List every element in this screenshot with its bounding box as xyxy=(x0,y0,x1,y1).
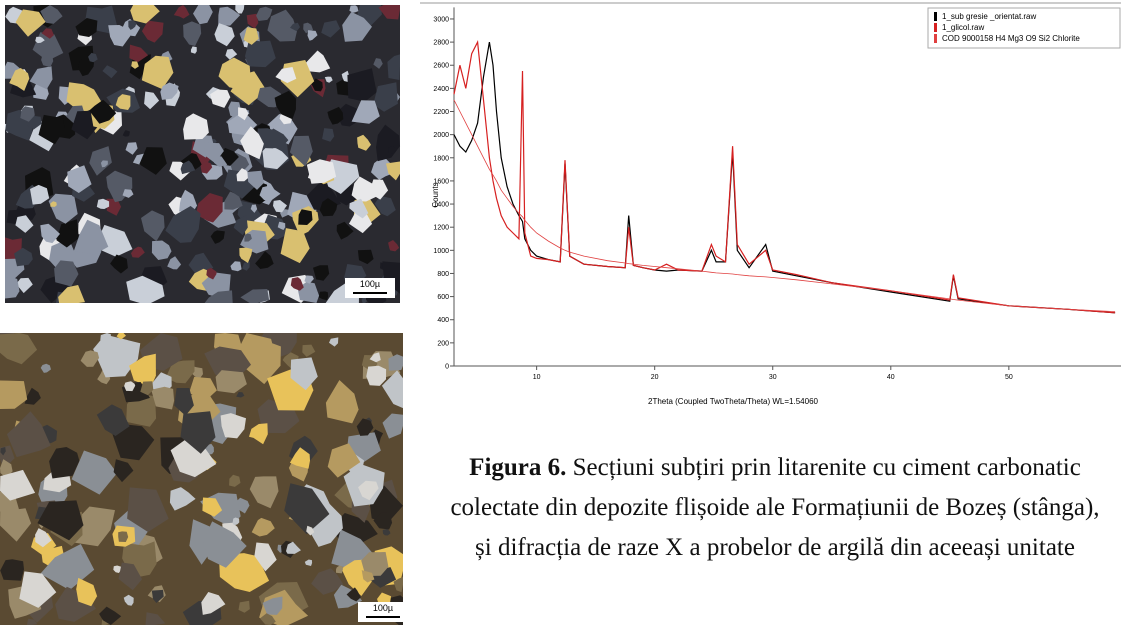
y-tick-label: 1400 xyxy=(433,202,449,209)
y-tick-label: 1000 xyxy=(433,248,449,255)
x-tick-label: 50 xyxy=(1005,374,1013,381)
legend-label: 1_sub gresie _orientat.raw xyxy=(942,12,1037,21)
y-tick-label: 2200 xyxy=(433,109,449,116)
legend-swatch xyxy=(934,34,937,43)
micrograph: 100µ xyxy=(0,333,408,625)
y-tick-label: 3000 xyxy=(433,16,449,23)
y-tick-label: 800 xyxy=(437,271,449,278)
x-tick-label: 30 xyxy=(769,374,777,381)
x-tick-label: 10 xyxy=(533,374,541,381)
y-tick-label: 2400 xyxy=(433,86,449,93)
y-tick-label: 600 xyxy=(437,294,449,301)
page: {"figure":{"label":"Figura 6.","caption"… xyxy=(0,0,1121,628)
y-tick-label: 200 xyxy=(437,340,449,347)
legend-swatch xyxy=(934,12,937,21)
y-tick-label: 2600 xyxy=(433,63,449,70)
legend-swatch xyxy=(934,23,937,32)
scale-label: 100µ xyxy=(373,603,393,613)
y-tick-label: 2800 xyxy=(433,40,449,47)
y-tick-label: 1200 xyxy=(433,225,449,232)
series-line xyxy=(454,100,1115,312)
y-tick-label: 1800 xyxy=(433,155,449,162)
legend-label: 1_glicol.raw xyxy=(942,23,984,32)
xrd-chart: Counts 2Theta (Coupled TwoTheta/Theta) W… xyxy=(420,0,1121,430)
scale-label: 100µ xyxy=(360,279,380,289)
micrographs: 100µ 100µ xyxy=(0,0,420,628)
x-axis-label: 2Theta (Coupled TwoTheta/Theta) WL=1.540… xyxy=(648,397,819,406)
y-tick-label: 0 xyxy=(445,364,449,371)
figure-label: Figura 6. xyxy=(469,454,566,481)
y-tick-label: 400 xyxy=(437,317,449,324)
x-tick-label: 40 xyxy=(887,374,895,381)
figure-caption: Figura 6. Secțiuni subțiri prin litareni… xyxy=(440,448,1110,568)
x-tick-label: 20 xyxy=(651,374,659,381)
y-tick-label: 2000 xyxy=(433,132,449,139)
series-line xyxy=(454,42,1115,313)
micrograph: 100µ xyxy=(5,5,400,303)
legend-label: COD 9000158 H4 Mg3 O9 Si2 Chlorite xyxy=(942,34,1080,43)
y-tick-label: 1600 xyxy=(433,178,449,185)
